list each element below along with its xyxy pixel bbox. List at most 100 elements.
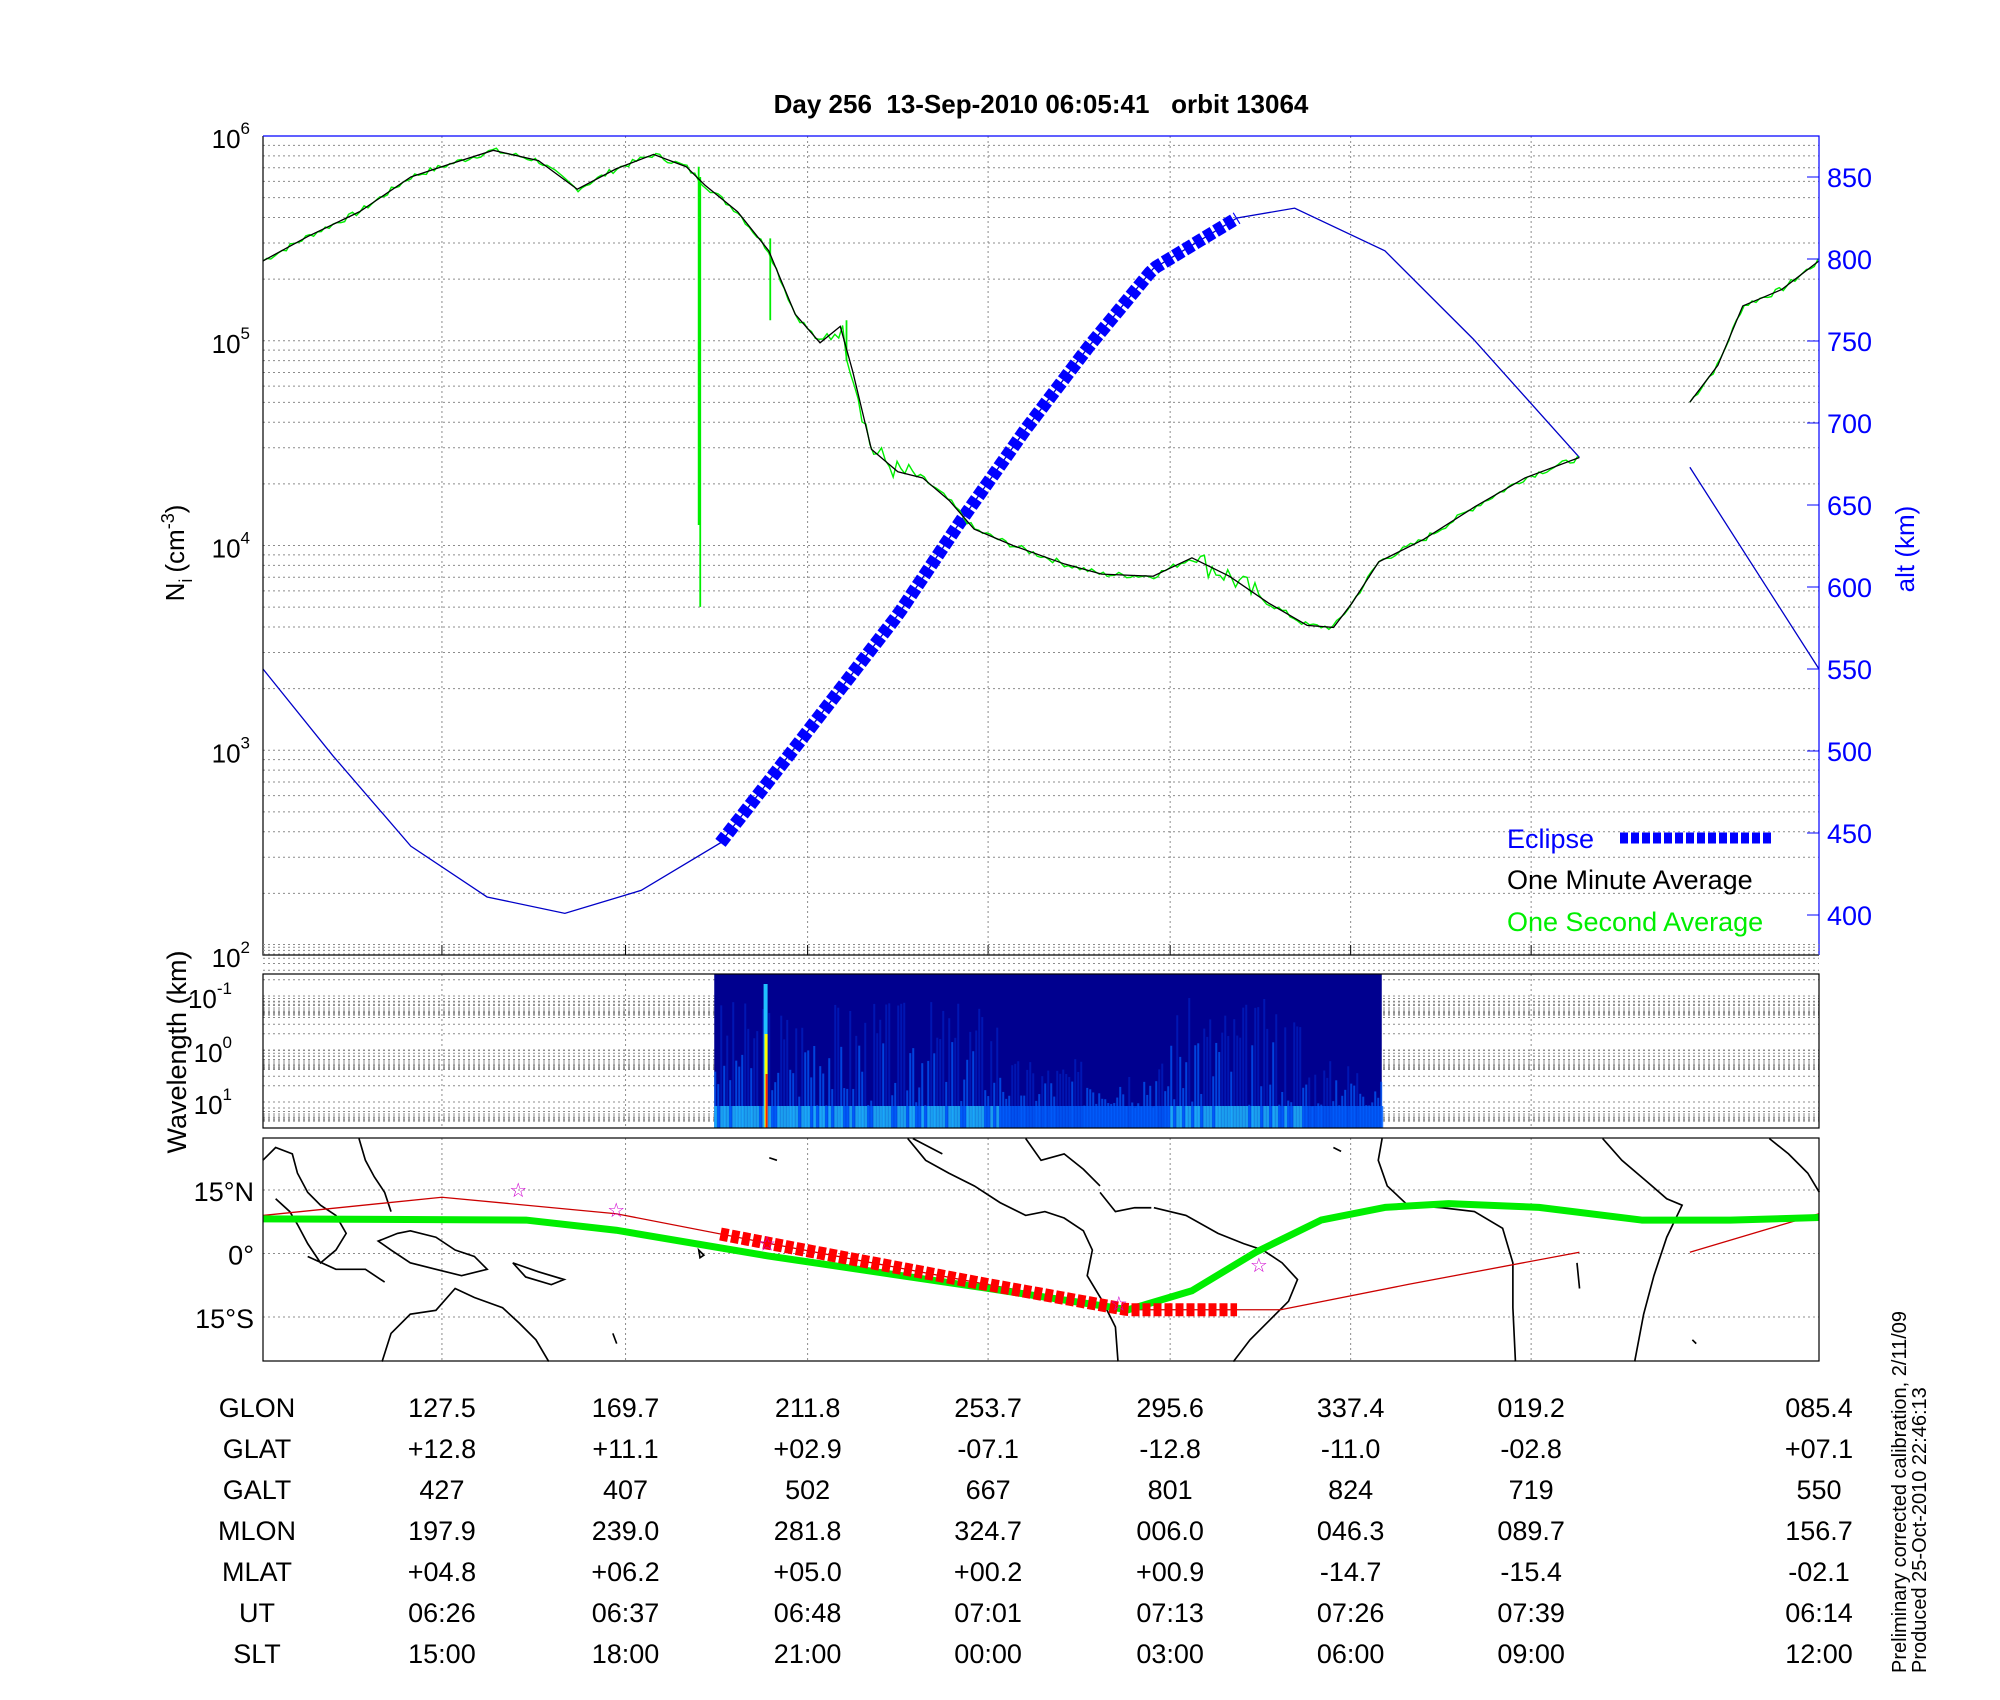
spectrogram-low-band [1023, 1106, 1027, 1128]
spectrogram-low-band [1269, 1106, 1273, 1128]
right-tick-label: 850 [1827, 163, 1872, 193]
altitude-ylabel: alt (km) [1890, 506, 1920, 593]
table-cell: 06:37 [592, 1598, 660, 1628]
spectrogram-column [741, 1054, 744, 1128]
spectrogram-low-band [882, 1106, 886, 1128]
spectrogram-low-band [777, 1106, 781, 1128]
spectrogram-column [945, 1081, 948, 1128]
table-cell: +00.2 [954, 1557, 1022, 1587]
spectrogram-low-band [1293, 1106, 1297, 1128]
table-cell: 281.8 [774, 1516, 842, 1546]
spectrogram-tick-label: 100 [194, 1033, 232, 1068]
spectrogram-low-band [1140, 1106, 1144, 1128]
spectrogram-low-band [1065, 1106, 1069, 1128]
spectrogram-column [777, 1072, 780, 1128]
table-cell: 667 [966, 1475, 1011, 1505]
spectrogram-column [1323, 1070, 1326, 1128]
table-cell: 156.7 [1785, 1516, 1853, 1546]
spectrogram-low-band [1032, 1106, 1036, 1128]
tick-base: 10 [194, 1038, 223, 1068]
spectrogram-low-band [897, 1106, 901, 1128]
legend-eclipse-label: Eclipse [1507, 824, 1594, 854]
spectrogram-column [1080, 1061, 1083, 1128]
map-lat-label: 15°S [195, 1304, 254, 1334]
spectrogram-low-band [1167, 1106, 1171, 1128]
spectrogram-low-band [969, 1106, 973, 1128]
legend: Eclipse One Minute Average One Second Av… [1507, 824, 1772, 937]
table-cell: 21:00 [774, 1639, 842, 1669]
spectrogram-low-band [1068, 1106, 1072, 1128]
spectrogram-low-band [894, 1106, 898, 1128]
spectrogram-low-band [1011, 1106, 1015, 1128]
spectrogram-column [1056, 1070, 1059, 1128]
table-row: MLON 197.9 239.0 281.8 324.7 006.0 046.3 089.7 1… [218, 1516, 1853, 1546]
spectrogram-low-band [1143, 1106, 1147, 1128]
spectrogram-low-band [756, 1106, 760, 1128]
spectrogram-column [732, 1002, 735, 1128]
spectrogram-column [1308, 1077, 1311, 1128]
spectrogram-low-band [921, 1106, 925, 1128]
right-tick-label: 450 [1827, 819, 1872, 849]
spectrogram-low-band [1365, 1106, 1369, 1128]
spectrogram-low-band [1359, 1106, 1363, 1128]
table-cell: 824 [1328, 1475, 1373, 1505]
spectrogram-low-band [918, 1106, 922, 1128]
spectrogram-column [1068, 1077, 1071, 1128]
spectrogram-column [1050, 1083, 1053, 1128]
spectrogram-column [1314, 1074, 1317, 1128]
left-tick-label: 102 [212, 938, 250, 973]
spectrogram-column [1266, 1028, 1269, 1128]
right-tick-labels: 850 800 750 700 650 600 550 500 450 400 [1807, 163, 1872, 931]
spectrogram-low-band [1224, 1106, 1228, 1128]
spectrogram-low-band [1185, 1106, 1189, 1128]
legend-minute-label: One Minute Average [1507, 865, 1753, 895]
spectrogram-low-band [747, 1106, 751, 1128]
spectrogram-column [1239, 1037, 1242, 1128]
spectrogram-low-band [1320, 1106, 1324, 1128]
spectrogram-low-band [1284, 1106, 1288, 1128]
spectrogram-low-band [1368, 1106, 1372, 1128]
spectrogram-low-band [966, 1106, 970, 1128]
table-cell: 211.8 [775, 1393, 841, 1423]
table-cell: 06:26 [408, 1598, 476, 1628]
spectrogram-low-band [1311, 1106, 1315, 1128]
map-frame [262, 1137, 1820, 1362]
spectrogram-low-band [1155, 1106, 1159, 1128]
spectrogram-low-band [1335, 1106, 1339, 1128]
spectrogram-low-band [1380, 1106, 1384, 1128]
spectrogram-column [714, 1071, 717, 1128]
spectrogram-column [885, 1004, 888, 1128]
spectrogram-low-band [822, 1106, 826, 1128]
coastline-africa [1377, 1137, 1821, 1362]
spectrogram-column [999, 1077, 1002, 1128]
table-cell: 07:39 [1497, 1598, 1565, 1628]
spectrogram-low-band [1239, 1106, 1243, 1128]
right-tick-label: 600 [1827, 573, 1872, 603]
spectrogram-low-band [771, 1106, 775, 1128]
row-label: MLON [218, 1516, 296, 1546]
spectrogram-low-band [1317, 1106, 1321, 1128]
table-cell: 019.2 [1497, 1393, 1565, 1423]
spectrogram-column [855, 1035, 858, 1128]
eclipse-line [715, 212, 1241, 847]
spectrogram-low-band [1017, 1106, 1021, 1128]
spectrogram-column [897, 1005, 900, 1128]
spectrogram-column [1155, 1081, 1158, 1128]
spectrogram-column [720, 1005, 723, 1128]
footer-calibration: Preliminary corrected calibration, 2/11/… [1889, 1311, 1911, 1673]
spectrogram-low-band [1128, 1106, 1132, 1128]
spectrogram-column [1326, 1077, 1329, 1128]
spectrogram-low-band [1173, 1106, 1177, 1128]
spectrogram-low-band [1005, 1106, 1009, 1128]
spectrogram-low-band [798, 1106, 802, 1128]
row-label: SLT [233, 1639, 281, 1669]
table-row: GLON 127.5 169.7 211.8 253.7 295.6 337.4 019.2 0… [219, 1393, 1853, 1423]
spectrogram-low-band [1188, 1106, 1192, 1128]
spectrogram-column [1221, 1032, 1224, 1128]
coastline-americas [907, 1137, 1299, 1363]
table-cell: 337.4 [1317, 1393, 1385, 1423]
spectrogram-tick-label: 10-1 [188, 979, 232, 1014]
spectrogram-column [969, 1031, 972, 1128]
left-tick-label: 104 [212, 529, 250, 564]
table-cell: +04.8 [408, 1557, 476, 1587]
